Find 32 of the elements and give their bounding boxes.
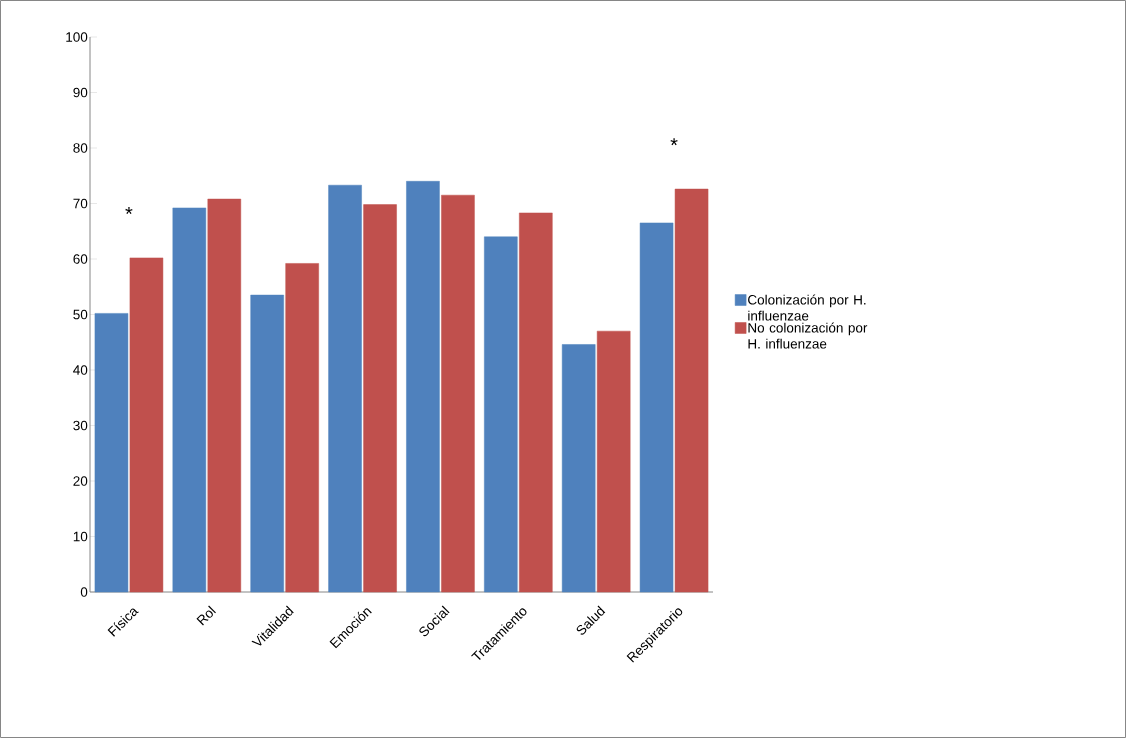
y-tick-label: 40 [73, 365, 88, 375]
y-tick-label: 80 [73, 143, 88, 153]
x-tick-label: Rol [196, 605, 216, 626]
legend-label: Colonización por H. influenzae [748, 294, 866, 321]
bar [363, 204, 397, 593]
bar [441, 194, 475, 593]
annotation: * [670, 138, 678, 146]
annotation: * [125, 207, 133, 215]
y-tick-label: 20 [73, 476, 88, 486]
bar [207, 198, 242, 593]
y-tick-label: 70 [73, 198, 88, 209]
y-tick-label: 30 [73, 420, 88, 431]
bar [406, 181, 440, 593]
y-tick-label: 0 [80, 587, 88, 597]
bar [328, 184, 362, 593]
bar [674, 188, 709, 593]
y-tick-label: 10 [73, 531, 88, 542]
legend-label: No colonización por H. influenzae [748, 322, 868, 349]
bar [129, 257, 164, 593]
bar [639, 222, 674, 593]
y-tick-label: 50 [73, 309, 88, 320]
bar [285, 263, 319, 593]
y-tick-label: 90 [73, 87, 88, 98]
bar [94, 313, 129, 593]
bar [561, 344, 596, 593]
bar [596, 330, 631, 593]
bar [484, 236, 518, 593]
bar [172, 207, 207, 593]
bar [250, 294, 284, 593]
y-tick-label: 60 [73, 254, 88, 264]
bar [519, 212, 553, 593]
y-tick-label: 100 [66, 32, 88, 42]
